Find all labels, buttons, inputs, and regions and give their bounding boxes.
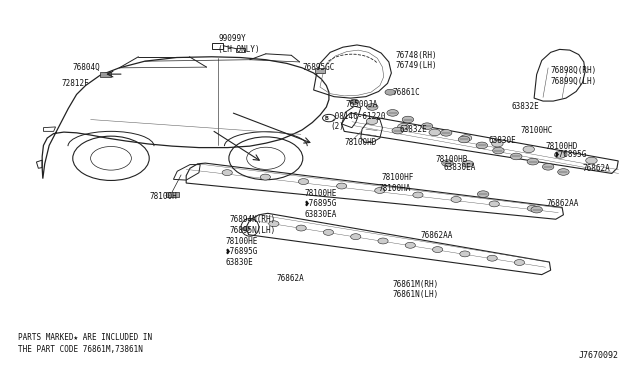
Circle shape	[392, 127, 403, 134]
Circle shape	[243, 227, 250, 231]
Text: ¸08146-61220
(2): ¸08146-61220 (2)	[330, 111, 386, 131]
Polygon shape	[166, 192, 179, 197]
Circle shape	[385, 89, 395, 95]
Text: 76895GC: 76895GC	[302, 62, 335, 72]
Circle shape	[397, 124, 409, 130]
Circle shape	[531, 206, 542, 213]
Text: 63832E: 63832E	[399, 125, 427, 134]
Text: 78100HE
❥76895G
63830E: 78100HE ❥76895G 63830E	[226, 237, 258, 267]
Circle shape	[493, 147, 504, 154]
Text: 78100HD: 78100HD	[344, 138, 376, 147]
Text: 76862AA: 76862AA	[420, 231, 453, 240]
Circle shape	[296, 225, 307, 231]
Text: 63832E: 63832E	[511, 103, 539, 112]
Circle shape	[350, 99, 359, 105]
Circle shape	[366, 118, 378, 125]
Text: 99099Y
(LH ONLY): 99099Y (LH ONLY)	[218, 34, 260, 54]
Circle shape	[367, 104, 378, 110]
Circle shape	[458, 136, 470, 143]
Text: 76898Q(RH)
76899Q(LH): 76898Q(RH) 76899Q(LH)	[550, 66, 597, 86]
Text: PARTS MARKED★ ARE INCLUDED IN: PARTS MARKED★ ARE INCLUDED IN	[18, 333, 152, 342]
Text: 78100H: 78100H	[149, 192, 177, 201]
Circle shape	[451, 196, 461, 202]
Circle shape	[323, 230, 333, 235]
Circle shape	[489, 201, 499, 207]
Polygon shape	[100, 71, 111, 77]
Text: 76748(RH)
76749(LH): 76748(RH) 76749(LH)	[395, 51, 437, 70]
Circle shape	[557, 169, 569, 175]
Text: 76862A: 76862A	[582, 164, 611, 173]
Circle shape	[440, 129, 452, 136]
Circle shape	[402, 116, 413, 123]
Circle shape	[542, 163, 554, 170]
Text: 78100HC: 78100HC	[520, 126, 552, 135]
Text: THE PART CODE 76861M,73861N: THE PART CODE 76861M,73861N	[18, 345, 143, 354]
Text: 76804Q: 76804Q	[73, 62, 100, 72]
Text: 76861C: 76861C	[393, 89, 420, 97]
Text: 76861M(RH)
76861N(LH): 76861M(RH) 76861N(LH)	[393, 280, 439, 299]
Text: 78100HB: 78100HB	[436, 155, 468, 164]
Polygon shape	[315, 68, 325, 73]
Circle shape	[462, 161, 474, 167]
Circle shape	[378, 238, 388, 244]
Circle shape	[351, 234, 361, 240]
Text: 63830E: 63830E	[488, 136, 516, 145]
Text: 78100HE
❥76895G
63830EA: 78100HE ❥76895G 63830EA	[305, 189, 337, 219]
Circle shape	[476, 142, 488, 149]
Circle shape	[460, 135, 472, 141]
Circle shape	[387, 110, 398, 116]
Circle shape	[477, 191, 489, 198]
Circle shape	[554, 151, 566, 158]
Circle shape	[492, 140, 503, 147]
Circle shape	[421, 123, 433, 129]
Text: 76500JA: 76500JA	[346, 100, 378, 109]
Circle shape	[429, 129, 440, 136]
Text: 78100HF: 78100HF	[381, 173, 413, 182]
Text: B: B	[324, 116, 328, 121]
Circle shape	[374, 187, 385, 193]
Text: 76862A: 76862A	[276, 274, 305, 283]
Text: ❥76895G: ❥76895G	[554, 150, 587, 159]
Circle shape	[260, 174, 271, 180]
Circle shape	[222, 170, 232, 176]
Circle shape	[442, 160, 453, 166]
Circle shape	[515, 260, 525, 266]
Circle shape	[337, 183, 347, 189]
Circle shape	[298, 179, 308, 185]
Circle shape	[405, 242, 415, 248]
Circle shape	[269, 221, 279, 227]
Text: 78100HA: 78100HA	[379, 184, 411, 193]
Circle shape	[523, 146, 534, 153]
Text: 63830EA: 63830EA	[444, 163, 476, 172]
Text: J7670092: J7670092	[578, 350, 618, 360]
Circle shape	[527, 158, 539, 165]
Circle shape	[586, 157, 597, 164]
Text: 76862AA: 76862AA	[547, 199, 579, 208]
Text: 78100HD: 78100HD	[545, 142, 578, 151]
Circle shape	[511, 153, 522, 160]
Circle shape	[527, 205, 538, 211]
Text: 76894N(RH)
76895N(LH): 76894N(RH) 76895N(LH)	[230, 215, 276, 235]
Text: 72812F: 72812F	[62, 79, 90, 88]
Circle shape	[433, 247, 443, 253]
Circle shape	[487, 255, 497, 261]
Circle shape	[413, 192, 423, 198]
Circle shape	[460, 251, 470, 257]
